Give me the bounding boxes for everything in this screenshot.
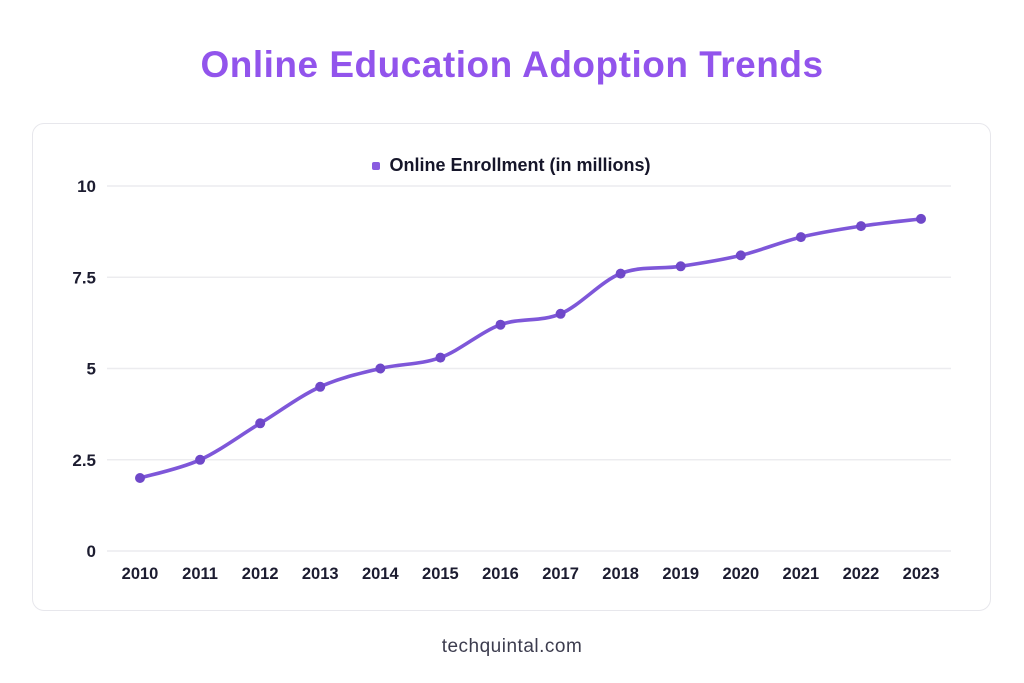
- y-tick-label: 0: [87, 542, 96, 561]
- data-point: [555, 308, 566, 319]
- legend-marker-icon: [372, 161, 381, 170]
- y-tick-label: 2.5: [72, 451, 96, 470]
- x-tick-label: 2010: [122, 565, 159, 583]
- x-tick-label: 2022: [843, 565, 880, 583]
- x-tick-label: 2016: [482, 565, 519, 583]
- data-point: [795, 232, 806, 243]
- legend-label: Online Enrollment (in millions): [389, 155, 651, 175]
- legend: Online Enrollment (in millions): [33, 155, 990, 176]
- x-tick-label: 2021: [783, 565, 820, 583]
- x-tick-label: 2014: [362, 565, 400, 583]
- data-point: [735, 250, 746, 261]
- data-point: [675, 261, 686, 272]
- x-tick-label: 2018: [602, 565, 639, 583]
- data-point: [195, 454, 206, 465]
- x-tick-label: 2013: [302, 565, 339, 583]
- data-point: [435, 352, 446, 363]
- footer-text: techquintal.com: [441, 636, 583, 657]
- data-point: [255, 418, 266, 429]
- x-tick-label: 2023: [903, 565, 940, 583]
- x-tick-label: 2012: [242, 565, 279, 583]
- x-tick-label: 2019: [662, 565, 699, 583]
- data-point: [916, 213, 926, 224]
- y-tick-label: 7.5: [72, 268, 96, 287]
- page-title: Online Education Adoption Trends: [200, 44, 824, 85]
- data-point: [615, 268, 626, 279]
- data-point: [315, 381, 326, 392]
- x-tick-label: 2011: [182, 565, 218, 583]
- series-line: [138, 217, 923, 480]
- data-point: [135, 473, 145, 483]
- y-tick-label: 5: [87, 360, 96, 379]
- x-tick-label: 2017: [542, 565, 579, 583]
- data-point: [375, 363, 386, 374]
- y-tick-label: 10: [77, 177, 96, 196]
- x-tick-label: 2020: [722, 565, 759, 583]
- x-tick-label: 2015: [422, 565, 459, 583]
- chart-card: 0 2.5 5 7.5 10 2010 2011 2012 2013 2014 2015 2016 20…: [32, 123, 991, 611]
- line-chart-svg: 0 2.5 5 7.5 10 2010 2011 2012 2013 2014 2015 2016 20…: [72, 177, 951, 583]
- data-point: [856, 221, 866, 232]
- data-point: [495, 319, 506, 330]
